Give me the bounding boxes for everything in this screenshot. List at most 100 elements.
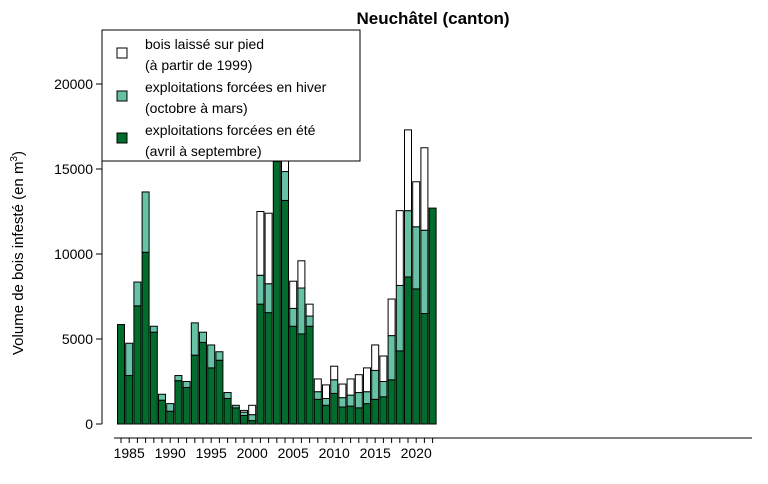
bar-1988-summer — [149, 331, 158, 425]
bar-2018-standing — [395, 210, 404, 286]
bar-2003-summer — [272, 160, 281, 425]
bar-1996-winter — [215, 351, 224, 361]
bar-2011-standing — [338, 383, 347, 399]
bar-2020-winter — [412, 226, 421, 290]
bar-1999-winter — [240, 411, 248, 417]
bar-2019-summer — [404, 276, 412, 425]
bar-2014-winter — [363, 391, 371, 405]
legend-swatch-standing — [116, 47, 128, 59]
bar-2010-winter — [330, 379, 339, 394]
bar-1994-summer — [199, 341, 207, 425]
bar-2001-winter — [256, 274, 265, 305]
bar-1992-summer — [182, 386, 191, 425]
bar-2006-winter — [297, 287, 306, 335]
bar-2009-winter — [322, 398, 330, 406]
bar-1998-winter — [231, 404, 240, 409]
bar-2007-standing — [305, 303, 314, 317]
bar-2000-summer — [248, 420, 257, 425]
bar-2012-summer — [346, 405, 355, 425]
bar-2006-standing — [297, 260, 306, 289]
bar-2009-summer — [322, 404, 330, 425]
bar-2014-summer — [363, 403, 371, 425]
y-tick-label-0: 0 — [85, 416, 93, 432]
bar-2002-summer — [264, 312, 273, 425]
bar-1986-winter — [133, 281, 142, 307]
bar-2015-summer — [371, 398, 380, 425]
legend-swatch-winter — [116, 90, 128, 102]
y-axis-label-suffix: ) — [10, 151, 27, 156]
bar-2018-summer — [395, 350, 404, 425]
legend-label-summer-line1: exploitations forcées en été — [145, 122, 316, 138]
bar-2000-winter — [248, 414, 257, 422]
x-ticks: 1985 1990 1995 2000 2005 2010 2015 2020 — [114, 438, 434, 461]
legend-label-standing-line2: (à partir de 1999) — [145, 57, 252, 73]
bar-1997-summer — [223, 398, 232, 425]
bar-2013-standing — [354, 374, 363, 394]
bar-1987-summer — [141, 251, 150, 425]
bar-1989-winter — [158, 393, 166, 401]
bar-2020-summer — [412, 288, 421, 425]
bar-2013-winter — [354, 392, 363, 409]
bar-2007-summer — [305, 325, 314, 425]
bar-2021-winter — [420, 229, 429, 314]
bar-2017-summer — [387, 379, 396, 425]
y-tick-label-5000: 5000 — [62, 331, 93, 347]
y-tick-label-20000: 20000 — [54, 76, 93, 92]
bar-2009-standing — [322, 384, 330, 399]
bar-2005-standing — [289, 280, 298, 309]
bar-2011-summer — [338, 406, 347, 425]
bar-2011-winter — [338, 397, 347, 408]
bar-1996-summer — [215, 359, 224, 425]
bar-2018-winter — [395, 284, 404, 352]
bar-2005-summer — [289, 325, 298, 425]
legend-label-summer-line2: (avril à septembre) — [145, 143, 262, 159]
bar-1991-winter — [174, 375, 183, 382]
bar-1998-summer — [231, 407, 240, 425]
bar-2008-winter — [313, 391, 322, 400]
x-tick-label-2000: 2000 — [237, 445, 268, 461]
bar-2016-standing — [379, 355, 388, 382]
bar-2004-summer — [281, 199, 289, 425]
bar-2020-standing — [412, 181, 421, 228]
bars — [117, 49, 437, 425]
bar-2008-summer — [313, 398, 322, 425]
bar-2001-standing — [256, 211, 265, 276]
bar-1992-winter — [182, 381, 191, 388]
bar-1999-summer — [240, 415, 248, 425]
bar-1987-winter — [141, 191, 150, 253]
bar-2016-summer — [379, 396, 388, 425]
bar-1994-winter — [199, 331, 207, 343]
legend-item-standing: bois laissé sur pied (à partir de 1999) — [116, 36, 264, 73]
x-tick-label-1990: 1990 — [155, 445, 186, 461]
bar-1990-summer — [166, 410, 175, 425]
legend-label-standing-line1: bois laissé sur pied — [145, 36, 264, 52]
bar-2017-standing — [387, 298, 396, 337]
x-tick-label-2010: 2010 — [319, 445, 350, 461]
bar-1997-winter — [223, 392, 232, 399]
bar-2013-summer — [354, 407, 363, 425]
bar-2001-summer — [256, 303, 265, 425]
bar-2021-summer — [420, 313, 429, 425]
bar-2019-standing — [404, 129, 412, 212]
chart-title: Neuchâtel (canton) — [356, 9, 509, 28]
bar-2016-winter — [379, 381, 388, 398]
bar-1985-winter — [125, 342, 134, 377]
x-tick-label-2005: 2005 — [278, 445, 309, 461]
bar-1984-summer — [117, 324, 125, 425]
bar-2022-summer — [428, 207, 437, 425]
bar-2015-standing — [371, 344, 380, 371]
bar-2017-winter — [387, 335, 396, 381]
bar-2000-standing — [248, 404, 257, 416]
bar-1993-summer — [190, 354, 199, 425]
legend: bois laissé sur pied (à partir de 1999) … — [101, 29, 361, 162]
legend-swatch-summer — [116, 132, 128, 144]
bar-1990-winter — [166, 403, 175, 412]
bar-2010-standing — [330, 365, 339, 381]
legend-label-winter-line2: (octobre à mars) — [145, 100, 248, 116]
y-axis-label-main: Volume de bois infesté (en m — [10, 162, 27, 355]
bar-2015-winter — [371, 369, 380, 400]
plot-area: 0 5000 10000 15000 20000 1985 1990 1995 2000 200… — [54, 49, 752, 461]
legend-item-summer: exploitations forcées en été (avril à se… — [116, 122, 316, 159]
legend-label-winter-line1: exploitations forcées en hiver — [145, 79, 327, 95]
